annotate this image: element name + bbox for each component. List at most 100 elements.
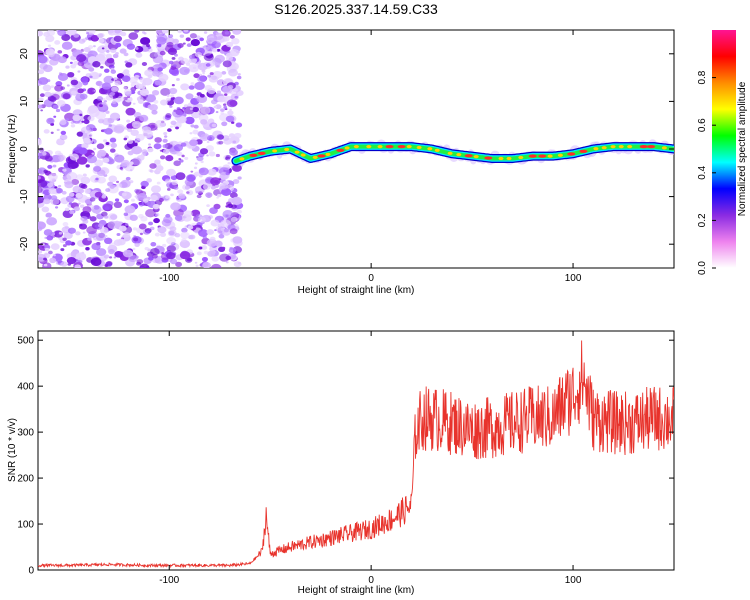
- noise-speckle: [79, 223, 83, 227]
- noise-speckle: [90, 35, 100, 42]
- track-peak: [312, 155, 318, 160]
- noise-speckle: [237, 176, 242, 180]
- noise-speckle: [80, 176, 91, 185]
- noise-speckle: [79, 204, 85, 208]
- noise-speckle: [165, 195, 170, 199]
- track-peak: [447, 151, 453, 155]
- noise-speckle: [232, 236, 243, 244]
- noise-speckle: [47, 182, 54, 188]
- noise-speckle: [115, 42, 122, 48]
- noise-speckle: [57, 56, 67, 64]
- noise-speckle: [64, 207, 70, 212]
- noise-speckle: [207, 74, 212, 78]
- noise-speckle: [178, 193, 186, 199]
- noise-speckle: [38, 169, 43, 174]
- noise-speckle: [187, 225, 194, 230]
- noise-speckle: [123, 232, 131, 238]
- noise-speckle: [116, 183, 123, 188]
- noise-speckle: [175, 126, 179, 130]
- noise-speckle: [103, 68, 110, 73]
- noise-speckle: [186, 174, 196, 182]
- noise-speckle: [179, 251, 191, 260]
- noise-speckle: [138, 223, 147, 230]
- noise-speckle: [75, 252, 87, 261]
- noise-speckle: [144, 246, 149, 251]
- noise-speckle: [105, 141, 110, 146]
- noise-speckle: [41, 245, 45, 249]
- noise-speckle: [151, 71, 159, 77]
- snr-y-tick-label: 300: [17, 428, 34, 439]
- noise-speckle: [114, 80, 121, 86]
- noise-speckle: [113, 77, 118, 81]
- noise-speckle: [225, 205, 229, 208]
- noise-speckle: [225, 41, 234, 48]
- noise-speckle: [229, 148, 238, 156]
- noise-speckle: [72, 114, 81, 122]
- noise-speckle: [97, 149, 107, 157]
- noise-speckle: [94, 159, 104, 167]
- noise-speckle: [38, 147, 45, 152]
- noise-speckle: [70, 124, 76, 128]
- spectrogram-y-tick-label: -20: [19, 237, 30, 252]
- noise-speckle: [102, 117, 112, 126]
- track-peak: [593, 147, 599, 151]
- noise-speckle: [109, 148, 116, 153]
- noise-speckle: [181, 227, 188, 233]
- noise-speckle: [211, 263, 222, 268]
- noise-speckle: [159, 246, 165, 251]
- noise-speckle: [65, 195, 75, 203]
- noise-speckle: [95, 111, 107, 120]
- noise-speckle: [127, 128, 132, 133]
- noise-speckle: [110, 69, 117, 74]
- noise-speckle: [163, 215, 173, 224]
- noise-speckle: [140, 37, 151, 45]
- noise-speckle: [231, 196, 243, 205]
- noise-speckle: [45, 35, 55, 43]
- spectrogram-x-label: Height of straight line (km): [298, 285, 415, 296]
- noise-speckle: [132, 247, 136, 251]
- noise-speckle: [198, 229, 209, 237]
- noise-speckle: [95, 212, 99, 215]
- noise-speckle: [111, 86, 119, 93]
- noise-speckle: [93, 165, 102, 172]
- noise-speckle: [96, 143, 105, 150]
- snr-y-label: SNR (10 * v/v): [7, 418, 18, 482]
- noise-speckle: [215, 32, 220, 35]
- noise-speckle: [86, 32, 90, 35]
- noise-speckle: [195, 264, 199, 267]
- noise-speckle: [124, 143, 133, 150]
- track-peak: [518, 155, 524, 160]
- noise-speckle: [73, 60, 80, 66]
- noise-speckle: [228, 68, 239, 77]
- noise-speckle: [88, 67, 95, 72]
- noise-speckle: [101, 47, 105, 50]
- noise-speckle: [46, 235, 54, 241]
- noise-speckle: [56, 128, 60, 132]
- noise-speckle: [155, 30, 166, 35]
- noise-speckle: [200, 119, 208, 125]
- noise-speckle: [225, 115, 235, 123]
- noise-speckle: [113, 201, 123, 209]
- noise-speckle: [76, 54, 87, 62]
- noise-speckle: [223, 228, 229, 233]
- snr-y-tick-label: 100: [17, 520, 34, 531]
- noise-speckle: [236, 144, 243, 150]
- noise-speckle: [139, 77, 147, 83]
- noise-speckle: [104, 206, 110, 210]
- noise-speckle: [50, 131, 54, 134]
- noise-speckle: [82, 173, 87, 177]
- noise-speckle: [145, 266, 150, 268]
- noise-speckle: [166, 245, 177, 253]
- noise-speckle: [179, 34, 185, 38]
- noise-speckle: [223, 105, 228, 109]
- noise-speckle: [44, 155, 53, 162]
- snr-x-label: Height of straight line (km): [298, 585, 415, 596]
- noise-speckle: [199, 148, 209, 155]
- noise-speckle: [48, 188, 57, 195]
- noise-speckle: [87, 237, 92, 241]
- noise-speckle: [70, 64, 77, 69]
- noise-speckle: [105, 94, 114, 101]
- noise-speckle: [38, 179, 48, 188]
